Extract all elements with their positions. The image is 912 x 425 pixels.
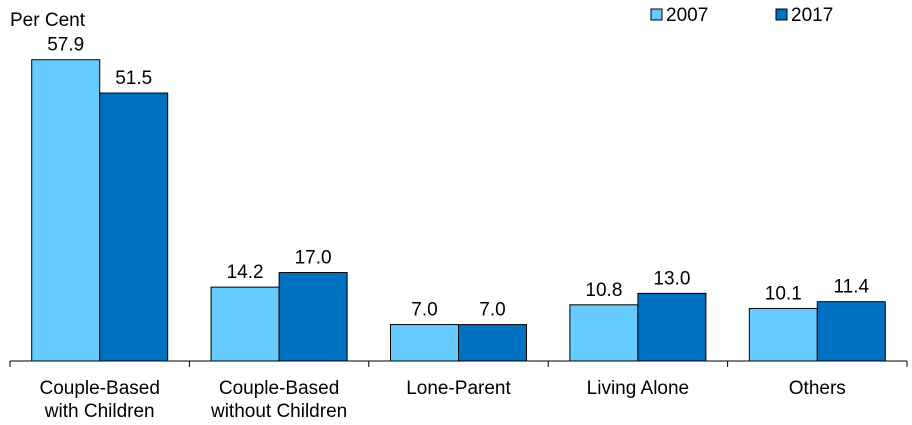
data-labels-group: 57.9 51.5 14.2 17.0 7.0 7.0 10.8 13.0 10.1 11.4 — [47, 35, 869, 321]
legend: 2007 2017 — [650, 5, 833, 26]
bar-2017-3 — [637, 292, 707, 362]
data-label-2017-3: 13.0 — [653, 268, 690, 289]
bar-2017-0 — [99, 92, 169, 362]
data-label-2007-2: 7.0 — [411, 300, 437, 321]
data-label-2017-1: 17.0 — [295, 248, 332, 269]
legend-label-2007: 2007 — [666, 5, 708, 26]
data-label-2007-3: 10.8 — [585, 280, 622, 301]
data-label-2017-0: 51.5 — [115, 68, 152, 89]
data-label-2007-0: 57.9 — [47, 35, 84, 56]
category-label-1-1: without Children — [210, 401, 347, 422]
bar-2017-4 — [816, 301, 886, 362]
legend-label-2017: 2017 — [791, 5, 833, 26]
data-label-2017-2: 7.0 — [479, 300, 505, 321]
data-label-2007-4: 10.1 — [765, 283, 802, 304]
data-label-2007-1: 14.2 — [227, 262, 264, 283]
bar-2007-2 — [390, 324, 459, 362]
bar-2007-0 — [31, 59, 101, 362]
bar-2007-3 — [569, 304, 639, 362]
category-label-0-1: with Children — [44, 401, 155, 422]
category-label-4-0: Others — [789, 378, 846, 399]
legend-swatch-2007 — [650, 8, 663, 21]
category-label-3-0: Living Alone — [587, 378, 689, 399]
y-axis-label: Per Cent — [10, 10, 86, 31]
bar-2017-1 — [278, 272, 348, 362]
category-label-2-0: Lone-Parent — [406, 378, 511, 399]
legend-swatch-2017 — [775, 8, 788, 21]
bar-2007-1 — [210, 286, 280, 362]
bar-2007-4 — [748, 307, 818, 362]
bar-2017-2 — [458, 324, 527, 362]
category-label-0-0: Couple-Based — [39, 378, 159, 399]
category-label-1-0: Couple-Based — [219, 378, 339, 399]
bars-group — [31, 59, 886, 362]
data-label-2017-4: 11.4 — [834, 277, 870, 298]
